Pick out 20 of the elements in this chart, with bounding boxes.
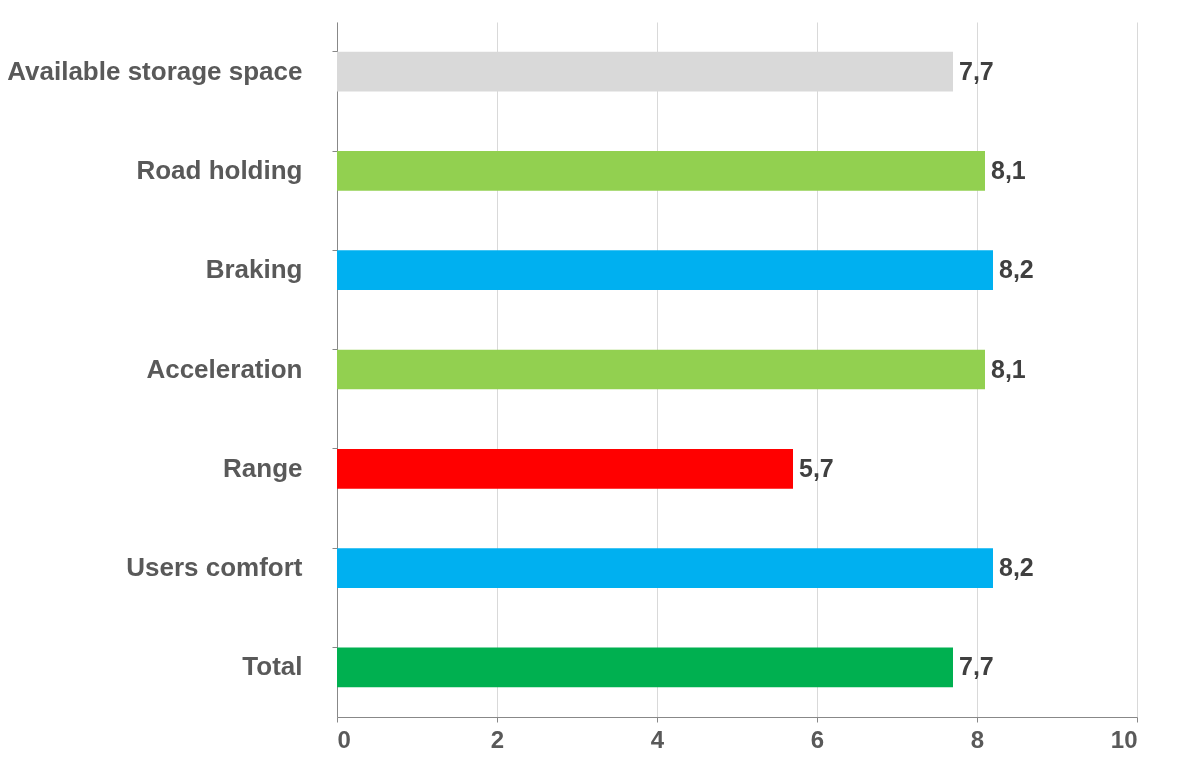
data-label: 8,1: [991, 354, 1026, 383]
x-tick-label: 4: [650, 725, 665, 753]
data-label: 8,2: [999, 255, 1034, 284]
y-tick-label: Braking: [205, 254, 303, 285]
data-label: 7,7: [959, 652, 994, 681]
y-tick-label: Acceleration: [146, 353, 303, 384]
y-tick-label: Road holding: [136, 154, 303, 185]
y-tick-label: Range: [223, 452, 303, 483]
data-label: 5,7: [799, 453, 834, 482]
data-label: 8,2: [999, 553, 1034, 582]
data-label: 8,1: [991, 155, 1026, 184]
x-tick-label: 0: [337, 725, 351, 753]
y-tick-label: Users comfort: [126, 552, 303, 583]
y-tick-label: Total: [242, 651, 303, 682]
y-tick-label: Available storage space: [7, 55, 303, 86]
data-label: 7,7: [959, 56, 994, 85]
x-tick-label: 10: [1110, 725, 1138, 753]
x-tick-label: 8: [970, 725, 985, 753]
x-tick-label: 6: [810, 725, 825, 753]
x-tick-label: 2: [490, 725, 505, 753]
